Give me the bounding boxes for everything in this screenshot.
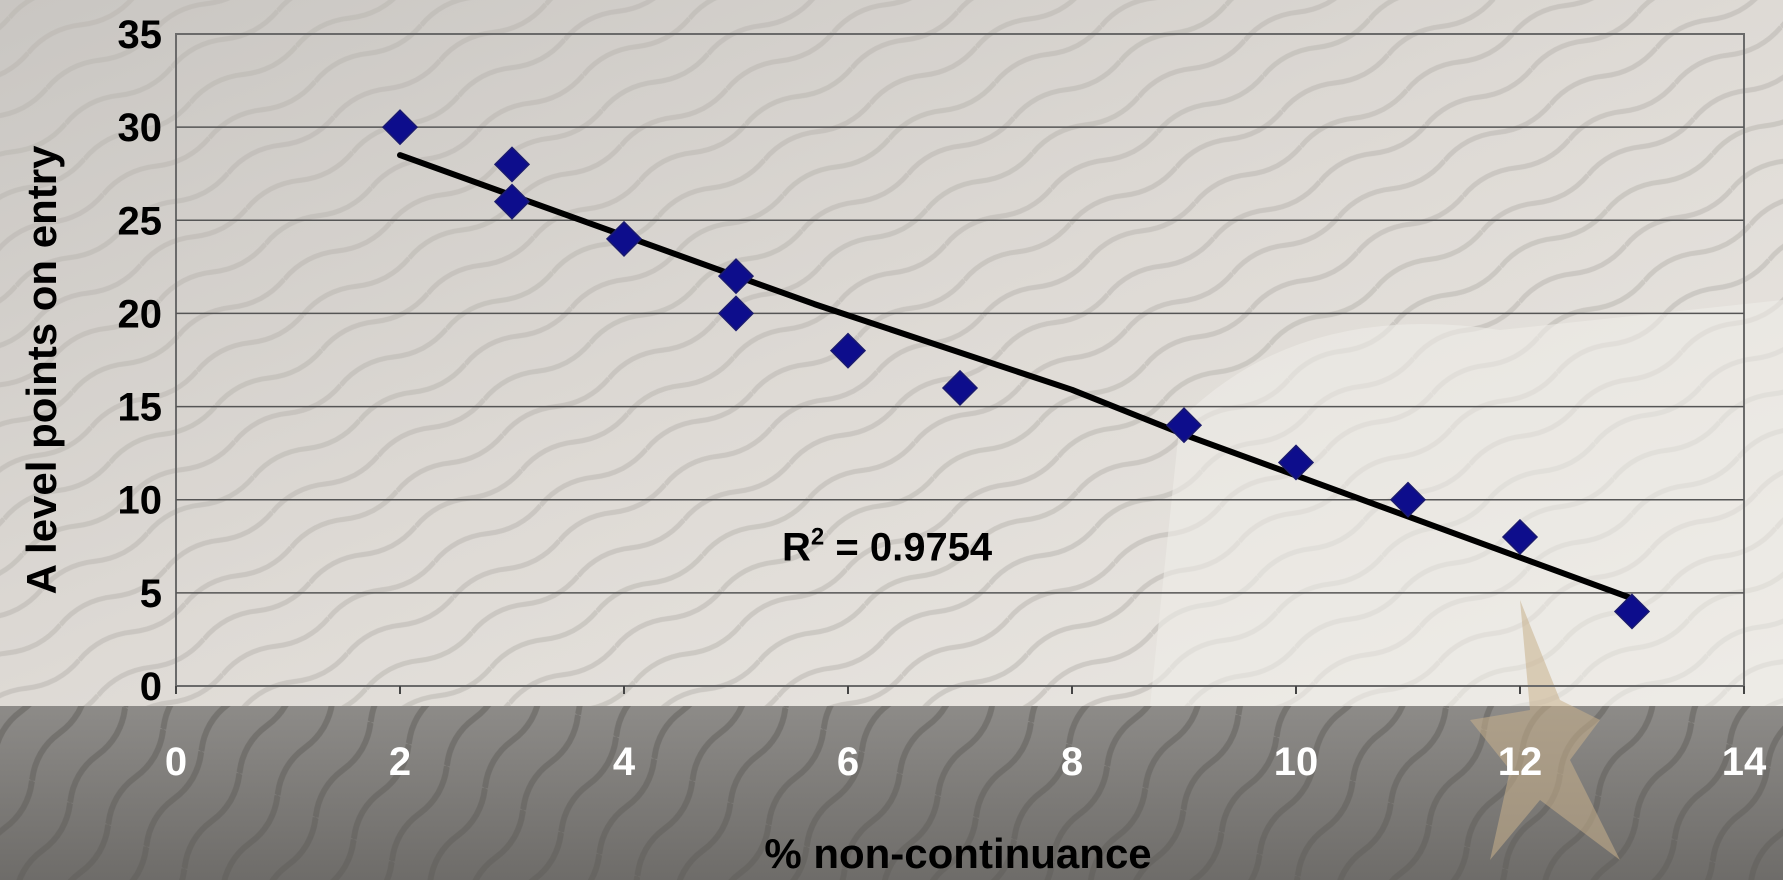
data-point (493, 146, 531, 183)
y-tick-label: 5 (140, 572, 162, 616)
x-tick-label: 0 (165, 740, 187, 784)
data-point (1389, 481, 1427, 518)
x-axis-title: % non-continuance (764, 830, 1151, 877)
plot-area (175, 33, 1745, 687)
r2-prefix: R (782, 525, 811, 569)
data-point (1277, 444, 1315, 481)
data-point (829, 332, 867, 369)
x-tick-label: 8 (1061, 740, 1083, 784)
r2-superscript: 2 (811, 523, 824, 550)
trendline (397, 152, 1635, 602)
r2-value: = 0.9754 (824, 525, 993, 569)
y-axis-ticks: 0 5 10 15 20 25 30 35 (118, 13, 163, 709)
data-point (717, 258, 755, 295)
data-point (941, 369, 979, 407)
y-axis-title: A level points on entry (18, 145, 65, 594)
y-tick-label: 35 (118, 13, 163, 57)
y-tick-label: 15 (118, 386, 163, 430)
gridlines (176, 126, 1744, 594)
x-tick-label: 14 (1722, 740, 1767, 784)
x-tick-label: 2 (389, 740, 411, 784)
y-tick-label: 25 (118, 199, 163, 243)
data-point (381, 109, 419, 146)
x-tick-label: 4 (613, 740, 636, 784)
data-point (1165, 407, 1203, 444)
data-point (1613, 593, 1651, 630)
y-tick-label: 0 (140, 665, 162, 709)
y-tick-label: 20 (118, 292, 163, 336)
data-point (493, 183, 531, 220)
y-tick-label: 10 (118, 479, 163, 523)
y-tick-label: 30 (118, 106, 163, 150)
x-tick-label: 6 (837, 740, 859, 784)
x-axis-ticks: 0 2 4 6 8 10 12 14 (165, 686, 1767, 784)
data-point (1501, 518, 1539, 556)
x-tick-label: 12 (1498, 740, 1543, 784)
data-point (717, 295, 755, 332)
data-points (381, 109, 1651, 630)
data-point (605, 220, 643, 257)
r-squared-annotation: R2 = 0.9754 (782, 523, 993, 569)
x-tick-label: 10 (1274, 740, 1319, 784)
